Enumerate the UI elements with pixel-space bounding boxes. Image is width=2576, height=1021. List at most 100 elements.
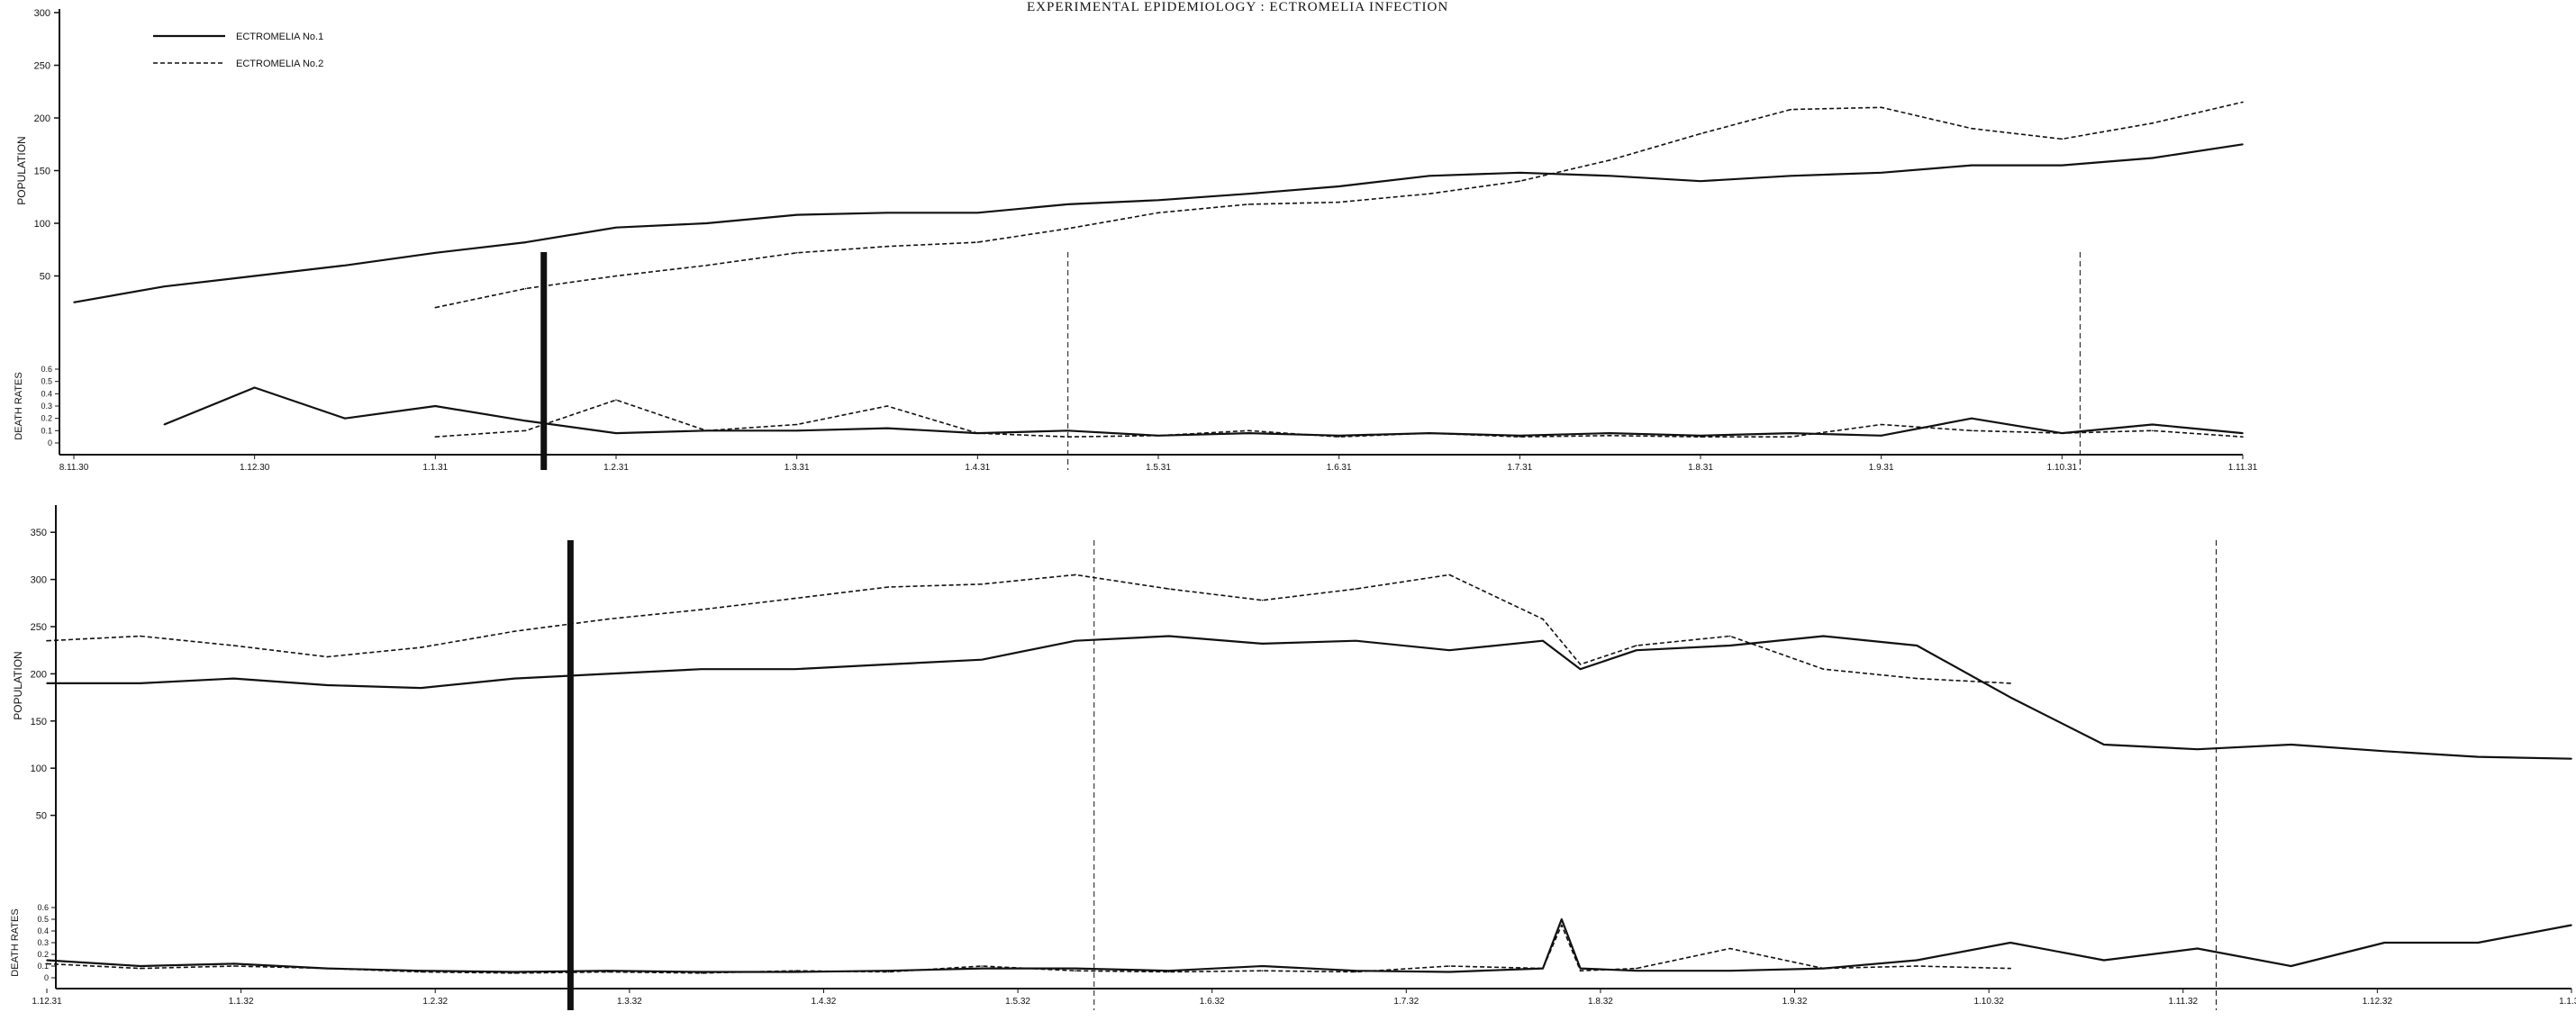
point-1-3-5 [513,972,515,974]
x-tick-label-1-6: 1.6.32 [1200,997,1225,1007]
x-tick-label-1-12: 1.12.32 [2363,997,2393,1007]
x-tick-label-0-7: 1.6.31 [1327,463,1352,473]
point-1-0-5 [513,677,515,680]
point-1-0-11 [1075,639,1076,642]
point-0-0-13 [1247,193,1250,195]
point-1-0-4 [420,687,422,689]
point-0-0-8 [795,213,798,216]
point-0-1-16 [1880,106,1882,109]
x-tick-label-1-9: 1.9.32 [1782,997,1808,1007]
point-0-0-10 [976,212,979,214]
point-1-3-2 [232,965,235,967]
point-0-0-14 [1338,185,1340,187]
x-tick-label-1-2: 1.2.32 [422,997,448,1007]
point-0-3-15 [1790,436,1792,438]
point-0-3-20 [2242,436,2244,438]
point-0-2-23 [2242,432,2244,434]
legend-label-0: ECTROMELIA No.1 [236,32,323,42]
point-1-1-12 [1167,588,1170,590]
point-0-2-2 [344,417,346,420]
point-0-3-6 [976,432,979,434]
point-0-0-3 [344,265,346,267]
point-1-1-15 [1448,574,1451,576]
point-1-0-10 [981,658,983,661]
point-0-1-12 [1519,180,1521,182]
population-label-1: POPULATION [12,651,24,719]
pop-tick-label-0-2: 200 [34,113,50,124]
x-tick-label-0-6: 1.5.31 [1146,463,1171,473]
series-0-3 [435,399,2244,438]
point-0-3-11 [1429,432,1430,434]
pop-tick-label-0-4: 100 [34,219,50,230]
point-1-0-6 [607,673,609,675]
series-0-0 [73,143,2244,303]
point-1-2-27 [2383,942,2386,944]
point-1-1-20 [1822,668,1825,670]
point-0-3-10 [1338,436,1340,438]
point-1-2-20 [1728,970,1731,971]
point-0-3-16 [1880,423,1882,426]
point-0-2-13 [1338,435,1340,437]
point-1-2-10 [981,967,983,970]
point-1-0-23 [2103,744,2105,745]
point-1-2-6 [607,970,609,971]
point-1-0-3 [326,684,329,686]
point-0-1-9 [1247,203,1250,205]
point-0-1-19 [2151,122,2154,124]
point-1-0-14 [1355,639,1357,642]
point-0-0-18 [1700,180,1701,182]
point-0-2-7 [795,429,798,432]
point-1-1-14 [1355,588,1357,590]
point-1-0-20 [1822,635,1825,637]
point-1-0-25 [2290,744,2292,745]
pop-tick-label-1-5: 100 [31,763,47,774]
point-0-3-19 [2151,429,2154,432]
point-1-3-21 [1822,967,1825,970]
point-1-0-0 [46,682,48,684]
dr-tick-label-0-2: 0.4 [41,389,52,398]
point-1-2-0 [46,959,48,962]
point-1-3-15 [1448,965,1451,967]
point-1-3-4 [420,971,422,973]
point-0-2-12 [1247,432,1250,434]
dr-tick-label-1-4: 0.2 [37,950,49,959]
point-0-2-8 [886,427,888,429]
point-0-1-15 [1790,108,1792,111]
point-1-1-9 [887,586,890,588]
point-0-0-9 [886,212,888,214]
dr-tick-label-1-5: 0.1 [37,962,49,971]
point-0-3-12 [1519,436,1521,438]
point-0-0-0 [73,301,75,303]
point-0-2-4 [524,420,527,422]
point-1-2-4 [420,970,422,971]
point-0-1-13 [1609,159,1611,161]
x-tick-label-0-10: 1.9.31 [1869,463,1894,473]
point-1-3-17 [1561,924,1563,926]
point-0-3-4 [795,423,798,426]
point-0-3-13 [1609,435,1611,437]
point-0-0-21 [1971,164,1973,167]
point-1-0-21 [1916,645,1918,646]
x-tick-label-1-1: 1.1.32 [229,997,254,1007]
point-1-0-9 [887,664,890,665]
dr-tick-label-1-6: 0 [44,973,49,982]
point-1-0-7 [700,668,703,670]
point-0-1-11 [1429,193,1430,195]
point-1-3-9 [887,971,890,973]
point-1-0-17 [1579,668,1582,670]
point-1-2-15 [1448,971,1451,973]
x-tick-label-0-1: 1.12.30 [240,463,270,473]
series-0-1 [435,101,2244,309]
point-1-3-23 [2009,967,2011,970]
point-1-2-26 [2290,965,2292,967]
point-0-0-17 [1609,175,1611,177]
point-1-0-16 [1542,639,1544,642]
point-1-0-26 [2383,750,2386,753]
point-1-1-11 [1075,574,1076,576]
dr-tick-label-0-1: 0.5 [41,377,52,386]
point-1-1-16 [1542,618,1544,620]
dr-tick-label-0-0: 0.6 [41,365,52,374]
point-1-3-18 [1579,970,1582,971]
x-tick-label-1-5: 1.5.32 [1005,997,1030,1007]
